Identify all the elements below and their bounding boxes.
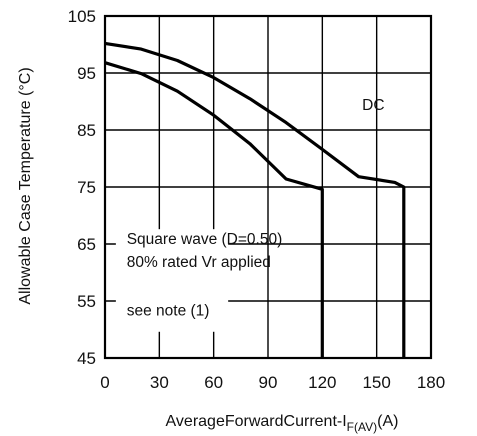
annotation-square: Square wave (D=0.50) — [127, 231, 283, 248]
x-tick-label-0: 0 — [100, 373, 109, 392]
annotation-dc: DC — [362, 97, 384, 114]
y-tick-label-6: 45 — [77, 349, 96, 368]
x-tick-label-2: 60 — [204, 373, 223, 392]
annotation-rated: 80% rated Vr applied — [127, 254, 271, 271]
y-tick-label-3: 75 — [77, 178, 96, 197]
x-tick-label-4: 120 — [308, 373, 336, 392]
grid — [105, 16, 431, 358]
annotations: DC Square wave (D=0.50) 80% rated Vr appli… — [127, 97, 385, 319]
plot-frame — [103, 14, 433, 360]
annotation-box — [115, 229, 229, 332]
x-tick-labels: 0 30 60 90 120 150 180 — [100, 373, 445, 392]
x-tick-label-3: 90 — [259, 373, 278, 392]
annotation-note: see note (1) — [127, 302, 210, 319]
x-tick-label-6: 180 — [417, 373, 445, 392]
series-line-square-wave — [104, 61, 324, 358]
y-tick-label-0: 105 — [68, 7, 96, 26]
x-axis-title: AverageForwardCurrent-IF(AV)(A) — [166, 413, 399, 434]
series-line-dc — [104, 41, 406, 358]
y-tick-label-4: 65 — [77, 235, 96, 254]
x-tick-label-1: 30 — [150, 373, 169, 392]
series-lines — [104, 41, 406, 358]
y-tick-label-5: 55 — [77, 292, 96, 311]
y-tick-labels: 105 95 85 75 65 55 45 — [68, 7, 96, 368]
y-tick-label-2: 85 — [77, 121, 96, 140]
y-tick-label-1: 95 — [77, 64, 96, 83]
y-axis-title: Allowable Case Temperature (°C) — [17, 67, 34, 304]
x-tick-label-5: 150 — [362, 373, 390, 392]
